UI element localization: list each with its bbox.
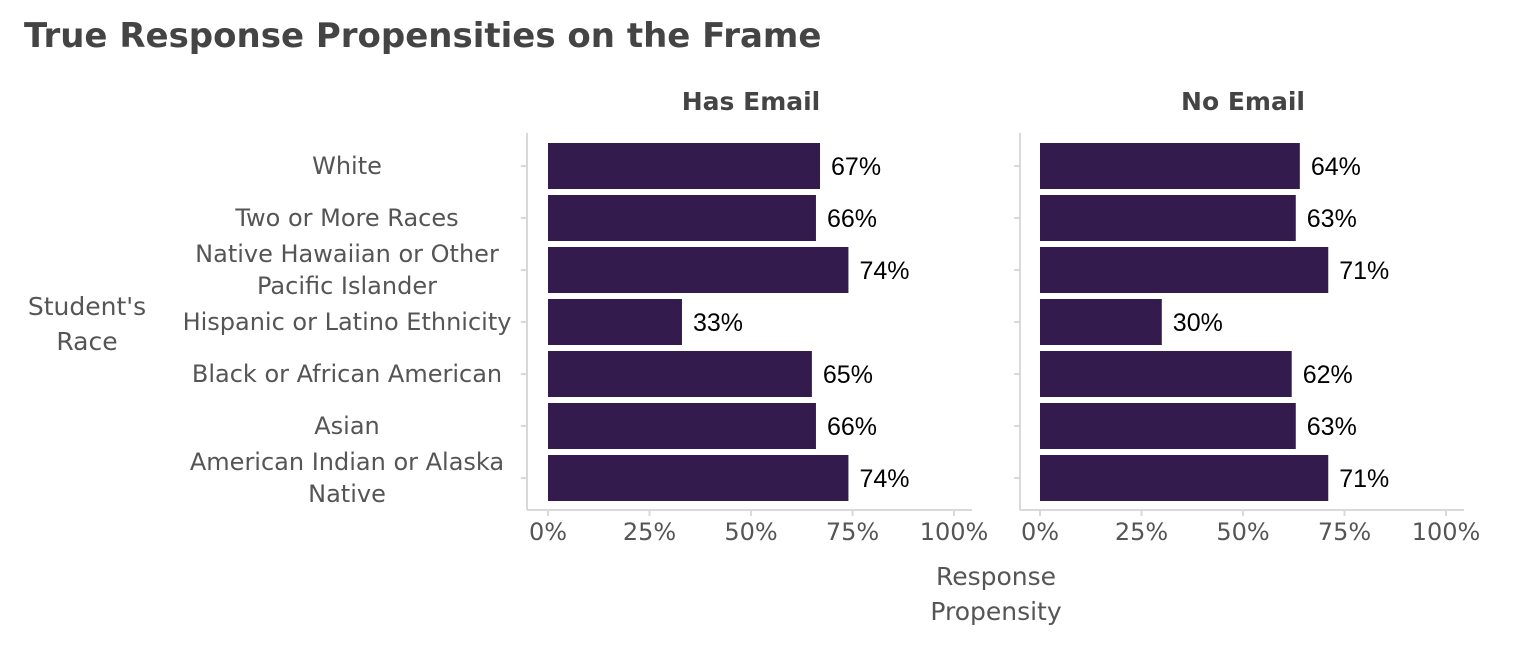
category-label: Native Hawaiian or Other Pacific Islander: [195, 240, 499, 300]
panel-no-email: No Email 0% 25% 50% 75% 100% 64% 63% 71% 30% 62% 63…: [1014, 87, 1480, 546]
bar: [1040, 299, 1162, 345]
category-label-line: White: [312, 152, 382, 180]
bar-value-label: 62%: [1303, 361, 1353, 389]
bar: [548, 143, 821, 189]
x-tick-label: 75%: [1318, 518, 1371, 546]
x-axis-label: Response Propensity: [930, 562, 1062, 626]
bar-value-label: 74%: [859, 257, 909, 285]
x-tick-label: 100%: [1412, 518, 1481, 546]
category-label-line: Native: [308, 480, 386, 508]
bar: [548, 351, 812, 397]
panel-has-email: Has Email 0% 25% 50% 75% 100% 67% 66% 74% 33% 65% 6…: [521, 87, 988, 546]
x-tick-label: 0%: [529, 518, 567, 546]
category-label-line: Black or African American: [192, 360, 502, 388]
panel-title: Has Email: [682, 87, 821, 116]
category-label-line: Two or More Races: [234, 204, 458, 232]
y-axis-title: Student's Race: [28, 292, 146, 356]
bar-value-label: 64%: [1311, 153, 1361, 181]
bar: [548, 195, 816, 241]
category-label-line: Hispanic or Latino Ethnicity: [183, 308, 512, 336]
x-tick-label: 25%: [623, 518, 676, 546]
bar: [548, 403, 816, 449]
category-label: Two or More Races: [234, 204, 458, 232]
bar: [1040, 455, 1329, 501]
bar: [1040, 247, 1329, 293]
bar-value-label: 63%: [1307, 413, 1357, 441]
x-axis-label-line: Propensity: [930, 597, 1062, 626]
category-label-line: American Indian or Alaska: [190, 448, 504, 476]
bar-value-label: 65%: [823, 361, 873, 389]
y-axis-label-line: Student's: [28, 292, 146, 321]
bar-value-label: 74%: [859, 465, 909, 493]
x-tick-label: 75%: [826, 518, 879, 546]
x-axis-title: Response Propensity: [930, 562, 1062, 626]
bar-value-label: 67%: [831, 153, 881, 181]
bar: [1040, 351, 1292, 397]
bar: [1040, 143, 1300, 189]
panels: Has Email 0% 25% 50% 75% 100% 67% 66% 74% 33% 65% 6…: [521, 87, 1480, 546]
bar: [548, 247, 849, 293]
bar: [548, 455, 849, 501]
chart-title: True Response Propensities on the Frame: [24, 16, 822, 56]
bar: [1040, 195, 1296, 241]
bar: [1040, 403, 1296, 449]
x-tick-label: 100%: [920, 518, 989, 546]
category-label-line: Pacific Islander: [257, 272, 437, 300]
bar-value-label: 71%: [1339, 257, 1389, 285]
bar: [548, 299, 682, 345]
bar-value-label: 30%: [1173, 309, 1223, 337]
y-axis-label: Student's Race: [28, 292, 146, 356]
category-label: White: [312, 152, 382, 180]
x-tick-label: 0%: [1021, 518, 1059, 546]
bar-value-label: 66%: [827, 205, 877, 233]
x-tick-label: 50%: [1216, 518, 1269, 546]
category-label-line: Native Hawaiian or Other: [195, 240, 499, 268]
bar-value-label: 71%: [1339, 465, 1389, 493]
bar-value-label: 33%: [693, 309, 743, 337]
category-label-line: Asian: [314, 412, 380, 440]
y-axis-label-line: Race: [56, 327, 117, 356]
x-tick-label: 50%: [724, 518, 777, 546]
category-labels: White Two or More Races Native Hawaiian or…: [183, 152, 512, 508]
category-label: Asian: [314, 412, 380, 440]
x-tick-label: 25%: [1115, 518, 1168, 546]
category-label: Black or African American: [192, 360, 502, 388]
panel-title: No Email: [1181, 87, 1305, 116]
category-label: Hispanic or Latino Ethnicity: [183, 308, 512, 336]
bar-value-label: 63%: [1307, 205, 1357, 233]
bar-value-label: 66%: [827, 413, 877, 441]
x-axis-label-line: Response: [936, 562, 1056, 591]
category-label: American Indian or Alaska Native: [190, 448, 504, 508]
